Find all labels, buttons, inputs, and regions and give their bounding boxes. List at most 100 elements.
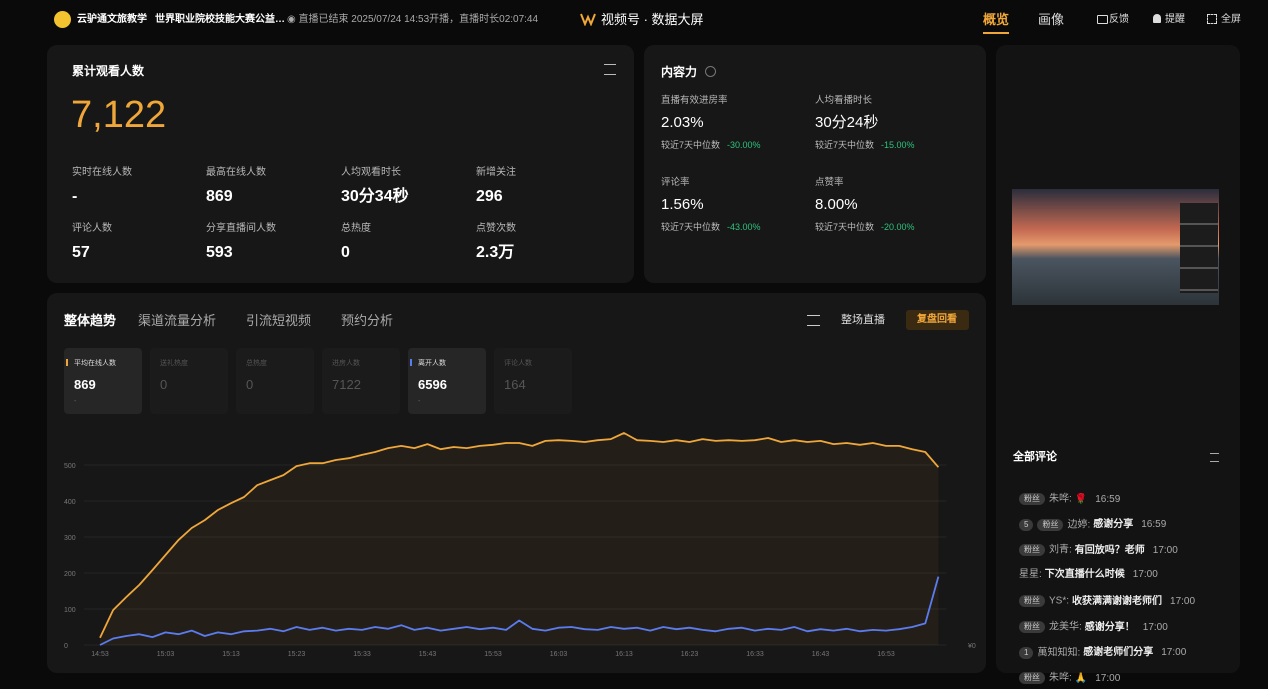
card-marker (410, 359, 412, 366)
fullscreen-icon (1207, 14, 1217, 24)
remind-button[interactable]: 提醒 (1165, 14, 1185, 25)
card-value: 6596 (418, 377, 447, 392)
nav-underline (983, 32, 1009, 34)
metric-compare: -43.00% (727, 222, 761, 232)
card-value: 869 (74, 377, 96, 392)
card-label: 进房人数 (332, 360, 360, 367)
comment-time: 17:00 (1095, 672, 1121, 684)
nav-overview[interactable]: 概览 (983, 12, 1010, 27)
card-label: 送礼热度 (160, 360, 188, 367)
comment-badge: 1 (1019, 646, 1034, 659)
card-value: 0 (160, 377, 168, 392)
comment-text: 收获满满谢谢老师们 (1072, 596, 1163, 608)
card-label: 平均在线人数 (74, 360, 116, 367)
metric-value: 8.00% (815, 196, 858, 213)
card-label: 离开人数 (418, 360, 446, 367)
help-icon[interactable] (705, 66, 716, 77)
filter-icon[interactable] (807, 315, 820, 326)
stat-value: 296 (476, 188, 503, 205)
stat-value: 30分34秒 (341, 188, 409, 205)
metric-label: 评论率 (661, 177, 690, 188)
account-avatar (54, 11, 71, 28)
overview-title: 累计观看人数 (72, 64, 145, 78)
feedback-icon (1097, 15, 1108, 24)
comment-time: 17:00 (1152, 544, 1178, 556)
metric-card[interactable] (64, 348, 142, 414)
comment-badge: 粉丝 (1019, 493, 1045, 505)
comment-time: 17:00 (1142, 621, 1168, 633)
stat-label: 分享直播间人数 (206, 223, 276, 234)
trend-tab[interactable]: 渠道流量分析 (138, 313, 217, 328)
comment: 粉丝 刘青: 有回放吗？老师 17:00 (1019, 544, 1178, 557)
stat-value: 57 (72, 244, 90, 261)
metric-compare: -15.00% (881, 140, 915, 150)
comment: 粉丝 YS*: 收获满满谢谢老师们 17:00 (1019, 595, 1195, 608)
metric-card[interactable] (408, 348, 486, 414)
comment-name: 星星: (1019, 568, 1042, 580)
stat-label: 最高在线人数 (206, 167, 266, 178)
trend-tab[interactable]: 引流短视频 (246, 313, 312, 328)
trend-tab[interactable]: 整体趋势 (64, 313, 117, 328)
comment-text: 🙏 (1074, 672, 1088, 684)
total-viewers: 7,122 (71, 94, 167, 136)
nav-profile[interactable]: 画像 (1038, 12, 1065, 27)
metric-value: 1.56% (661, 196, 704, 213)
comments-filter[interactable] (1210, 453, 1219, 462)
comment-badge: 粉丝 (1019, 544, 1045, 557)
replay-button-bg[interactable] (906, 310, 969, 330)
comment-name: 萬知知知: (1037, 647, 1081, 659)
comment-name: 朱哗: (1049, 493, 1072, 505)
stat-label: 点赞次数 (476, 223, 516, 234)
comment: 粉丝 朱哗: 🌹 16:59 (1019, 493, 1120, 505)
metric-card[interactable] (236, 348, 314, 414)
metric-compare: -20.00% (881, 222, 915, 232)
comment-name: YS*: (1049, 596, 1070, 608)
account-name: 云驴通文旅教学 (77, 14, 147, 25)
trend-tab[interactable]: 预约分析 (341, 313, 394, 328)
comment-text: 🌹 (1074, 493, 1088, 505)
comment-badge: 5 (1019, 518, 1034, 531)
comment-time: 17:00 (1132, 568, 1158, 580)
metric-compare-label: 较近7天中位数 (815, 140, 875, 150)
comment-time: 17:00 (1161, 647, 1187, 659)
stat-value: 869 (206, 188, 233, 205)
comments-title: 全部评论 (1013, 451, 1057, 463)
remind-icon (1153, 14, 1161, 23)
live-status: ◉ 直播已结束 2025/07/24 14:53开播，直播时长02:07:44 (287, 14, 539, 25)
metric-label: 直播有效进房率 (661, 95, 728, 106)
range-select[interactable]: 整场直播 (841, 314, 885, 326)
stat-label: 总热度 (341, 223, 371, 234)
card-sub: - (418, 398, 421, 405)
brand-logo (580, 13, 596, 26)
comment-text: 有回放吗？老师 (1074, 544, 1145, 556)
comment-badge: 粉丝 (1019, 595, 1045, 608)
feedback-button[interactable]: 反馈 (1109, 14, 1129, 25)
comment: 1 萬知知知: 感谢老师们分享 17:00 (1019, 646, 1187, 659)
metric-label: 点赞率 (815, 177, 844, 188)
stat-label: 实时在线人数 (72, 167, 132, 178)
card-value: 0 (246, 377, 254, 392)
comment-time: 16:59 (1141, 519, 1167, 531)
filter-icon[interactable] (604, 64, 616, 75)
comment-name: 边婷: (1067, 519, 1091, 531)
comment-badge: 粉丝 (1037, 518, 1064, 531)
fullscreen-button[interactable]: 全屏 (1221, 14, 1241, 25)
replay-button[interactable]: 复盘回看 (917, 314, 957, 325)
metric-compare-label: 较近7天中位数 (815, 222, 875, 232)
comment: 粉丝 朱哗: 🙏 17:00 (1019, 672, 1121, 685)
overview-panel (47, 45, 634, 283)
metric-label: 人均看播时长 (815, 95, 873, 106)
stat-label: 评论人数 (72, 223, 112, 234)
content-power-panel (644, 45, 986, 283)
card-label: 评论人数 (504, 360, 532, 367)
card-value: 164 (504, 377, 526, 392)
metric-compare-label: 较近7天中位数 (661, 140, 721, 150)
comment-badge: 粉丝 (1019, 621, 1045, 633)
metric-card[interactable] (322, 348, 400, 414)
stat-value: 593 (206, 244, 233, 261)
live-title: 世界职业院校技能大赛公益… (155, 14, 285, 25)
metric-card[interactable] (494, 348, 572, 414)
metric-card[interactable] (150, 348, 228, 414)
comment-badge: 粉丝 (1019, 672, 1045, 685)
